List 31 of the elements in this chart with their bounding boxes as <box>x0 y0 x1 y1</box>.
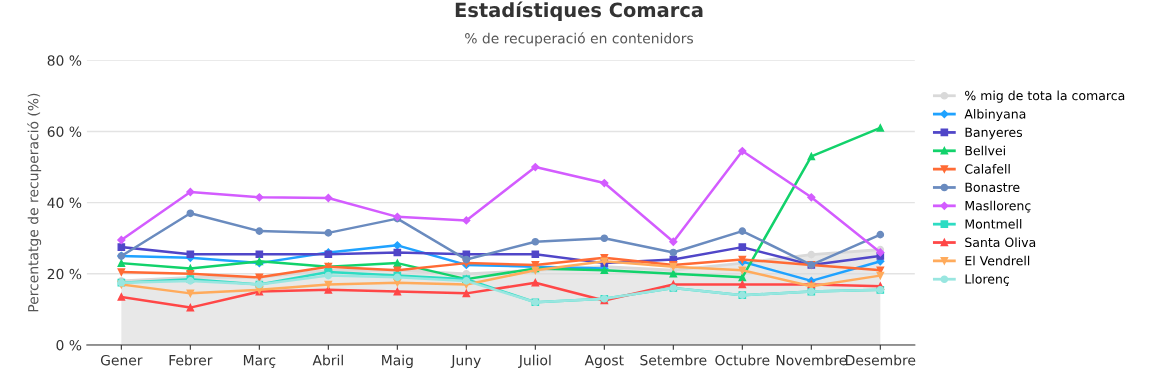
x-tick-label: Gener <box>100 354 143 366</box>
y-tick-label: 60 % <box>47 126 82 137</box>
x-tick-label: Juny <box>450 355 481 369</box>
legend-label: Bellvei <box>965 145 1005 156</box>
y-axis-title: Percentatge de recuperació (%) <box>27 93 42 312</box>
chart-subtitle: % de recuperació en contenidors <box>465 32 694 47</box>
legend-label: Santa Oliva <box>965 237 1036 248</box>
x-tick-label: Abril <box>312 354 343 366</box>
legend-label: Llorenç <box>965 274 1009 286</box>
x-tick-label: Maig <box>382 354 413 369</box>
legend-label: Masllorenç <box>965 200 1031 213</box>
y-tick-label: 80 % <box>47 55 82 66</box>
legend-label: El Vendrell <box>965 255 1030 266</box>
y-tick-label: 40 % <box>47 197 82 209</box>
x-tick-label: Febrer <box>169 354 213 366</box>
x-tick-label: Setembre <box>640 354 707 366</box>
y-tick-label: 0 % <box>56 339 82 351</box>
y-tick-label: 20 % <box>47 268 82 280</box>
x-tick-label: Juliol <box>518 354 551 369</box>
legend-label: Bonastre <box>965 182 1020 193</box>
x-tick-label: Novembre <box>776 354 847 366</box>
x-tick-label: Març <box>243 355 276 368</box>
x-tick-label: Octubre <box>715 354 770 366</box>
chart-title: Estadístiques Comarca <box>455 1 703 22</box>
x-tick-label: Agost <box>584 355 624 369</box>
legend-label: Calafell <box>965 164 1010 174</box>
x-tick-label: Desembre <box>846 354 916 366</box>
legend-label: % mig de tota la comarca <box>965 90 1125 103</box>
legend-label: Albinyana <box>964 108 1026 122</box>
legend-label: Banyeres <box>965 127 1023 140</box>
legend-label: Montmell <box>965 219 1022 229</box>
